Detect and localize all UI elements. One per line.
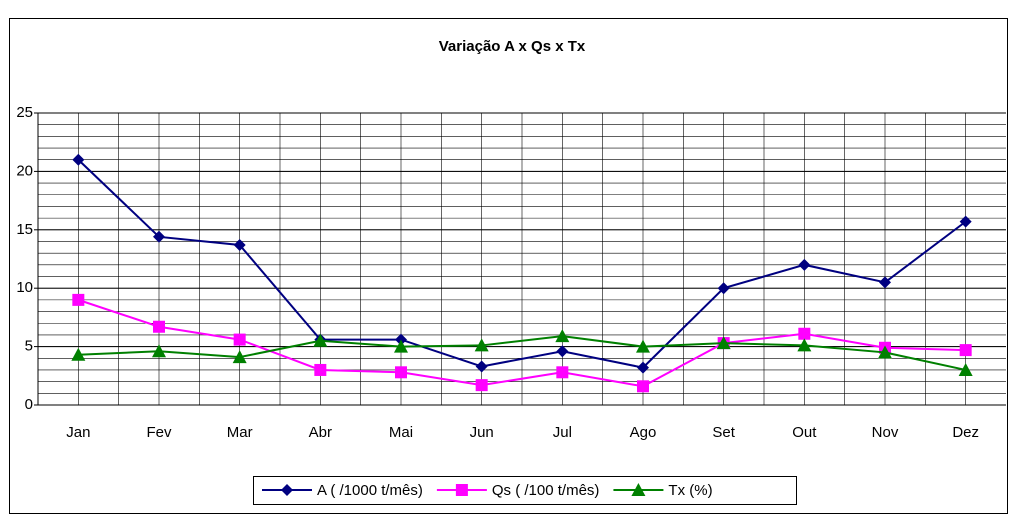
legend: A ( /1000 t/mês) Qs ( /100 t/mês) Tx (%) — [253, 476, 797, 505]
x-tick-label: Jun — [470, 424, 494, 441]
marker — [475, 379, 488, 392]
marker — [555, 329, 570, 343]
marker — [394, 339, 408, 353]
chart-frame — [9, 18, 1008, 514]
x-tick-label: Mar — [227, 424, 253, 441]
legend-label: A ( /1000 t/mês) — [317, 482, 423, 499]
x-tick-label: Fev — [146, 424, 172, 441]
marker — [959, 215, 972, 228]
marker — [475, 360, 488, 373]
marker — [959, 344, 972, 357]
x-tick-label: Out — [792, 424, 817, 441]
series-line — [77, 158, 967, 369]
y-tick-label: 20 — [16, 162, 33, 179]
x-tick-label: Ago — [630, 424, 657, 441]
marker — [232, 350, 247, 364]
x-tick-label: Jul — [553, 424, 572, 441]
marker — [637, 361, 649, 374]
marker — [717, 282, 730, 295]
marker — [281, 484, 293, 496]
marker — [637, 380, 649, 393]
marker — [878, 345, 892, 359]
x-tick-label: Dez — [952, 424, 979, 441]
marker — [233, 238, 246, 251]
marker — [72, 293, 85, 306]
marker — [798, 258, 811, 271]
y-tick-label: 10 — [16, 279, 33, 296]
chart-title: Variação A x Qs x Tx — [439, 38, 586, 55]
marker — [631, 483, 646, 496]
marker — [636, 339, 650, 353]
marker — [958, 362, 973, 376]
y-tick-label: 5 — [25, 338, 33, 355]
marker — [314, 363, 327, 376]
marker — [474, 338, 489, 352]
x-tick-label: Set — [712, 424, 735, 441]
marker — [233, 333, 246, 346]
marker — [716, 336, 731, 350]
legend-label: Qs ( /100 t/mês) — [492, 482, 600, 499]
series-line — [78, 298, 966, 388]
legend-label: Tx (%) — [668, 482, 712, 499]
marker — [879, 276, 891, 289]
marker — [313, 333, 328, 347]
marker — [395, 366, 407, 379]
y-tick-label: 25 — [16, 104, 33, 121]
marker — [455, 484, 468, 496]
y-tick-label: 15 — [16, 221, 33, 238]
marker — [797, 338, 812, 352]
x-tick-label: Nov — [872, 424, 899, 441]
legend-box — [253, 476, 797, 505]
marker — [798, 327, 811, 340]
marker — [395, 333, 407, 346]
marker — [71, 347, 86, 361]
y-tick-label: 0 — [25, 396, 33, 413]
marker — [556, 345, 569, 358]
marker — [153, 230, 165, 243]
x-tick-label: Mai — [389, 424, 413, 441]
marker — [556, 366, 569, 379]
series-line — [78, 335, 966, 371]
marker — [152, 344, 166, 358]
x-tick-label: Abr — [309, 424, 332, 441]
x-tick-label: Jan — [66, 424, 90, 441]
marker — [153, 320, 165, 333]
marker — [72, 153, 85, 166]
